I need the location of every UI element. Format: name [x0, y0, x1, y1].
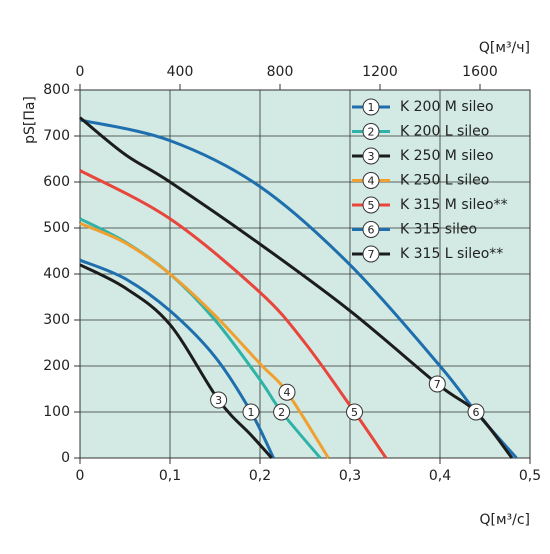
curve-marker — [242, 403, 260, 421]
x2-tick-label: 1200 — [362, 64, 398, 80]
x-tick-label: 0,5 — [519, 468, 541, 484]
y-tick-label: 800 — [43, 82, 70, 98]
curve — [79, 263, 273, 460]
legend-marker-label: 2 — [368, 126, 375, 139]
x2-tick-label: 0 — [76, 64, 85, 80]
y-tick-label: 600 — [43, 174, 70, 190]
legend-marker — [362, 172, 380, 189]
x-tick-label: 0,1 — [159, 468, 181, 484]
curve-marker-label: 1 — [248, 406, 255, 419]
y-tick-label: 200 — [43, 358, 70, 374]
legend-marker — [362, 196, 380, 214]
plot-frame — [79, 89, 531, 459]
curve-marker — [210, 391, 228, 409]
x-tick-label: 0,2 — [249, 468, 271, 484]
curve-marker-label: 5 — [351, 406, 358, 419]
legend-label: K 315 sileo — [400, 222, 477, 238]
x-tick-label: 0 — [76, 468, 85, 484]
curve-marker — [346, 403, 363, 421]
legend-marker-label: 4 — [368, 175, 375, 188]
y-tick-label: 400 — [43, 266, 70, 282]
legend-label: K 250 M sileo — [400, 148, 494, 164]
y-axis-label: pS[Па] — [22, 96, 38, 144]
curve-marker-label: 2 — [278, 406, 285, 419]
y-tick-label: 100 — [43, 404, 70, 420]
curve-marker-label: 3 — [215, 394, 222, 407]
x-tick-label: 0,3 — [339, 468, 361, 484]
curve-marker — [467, 403, 485, 421]
legend-marker — [362, 245, 380, 263]
legend-label: K 200 L sileo — [400, 124, 489, 140]
legend-marker-label: 6 — [368, 224, 375, 237]
x-axis-label: Q[м³/с] — [479, 512, 530, 528]
y-tick-label: 500 — [43, 220, 70, 236]
curve-marker — [278, 383, 296, 401]
legend-marker-label: 5 — [368, 199, 375, 212]
legend-label: K 315 L sileo** — [400, 246, 503, 262]
curve-marker-label: 4 — [284, 386, 291, 399]
legend-marker-label: 3 — [368, 150, 375, 163]
x2-axis-label: Q[м³/ч] — [479, 40, 530, 56]
curve-marker — [428, 375, 446, 393]
legend-label: K 200 M sileo — [400, 99, 494, 115]
x2-tick-label: 1600 — [462, 64, 498, 80]
curve-marker-label: 6 — [473, 406, 480, 419]
legend-marker-label: 1 — [368, 101, 375, 114]
legend-marker — [362, 147, 380, 165]
legend-marker-label: 7 — [368, 248, 375, 261]
curve-marker-label: 7 — [434, 378, 441, 391]
legend-marker — [362, 123, 380, 140]
y-tick-label: 300 — [43, 312, 70, 328]
y-tick-label: 0 — [61, 450, 70, 466]
legend-label: K 315 M sileo** — [400, 197, 508, 213]
curve — [79, 116, 514, 459]
y-tick-label: 700 — [43, 128, 70, 144]
curve-marker — [273, 403, 291, 421]
x2-tick-label: 800 — [267, 64, 294, 80]
x-tick-label: 0,4 — [429, 468, 451, 484]
legend-label: K 250 L sileo — [400, 173, 489, 189]
x2-tick-label: 400 — [167, 64, 194, 80]
legend-marker — [362, 221, 380, 238]
legend-marker — [362, 98, 380, 116]
